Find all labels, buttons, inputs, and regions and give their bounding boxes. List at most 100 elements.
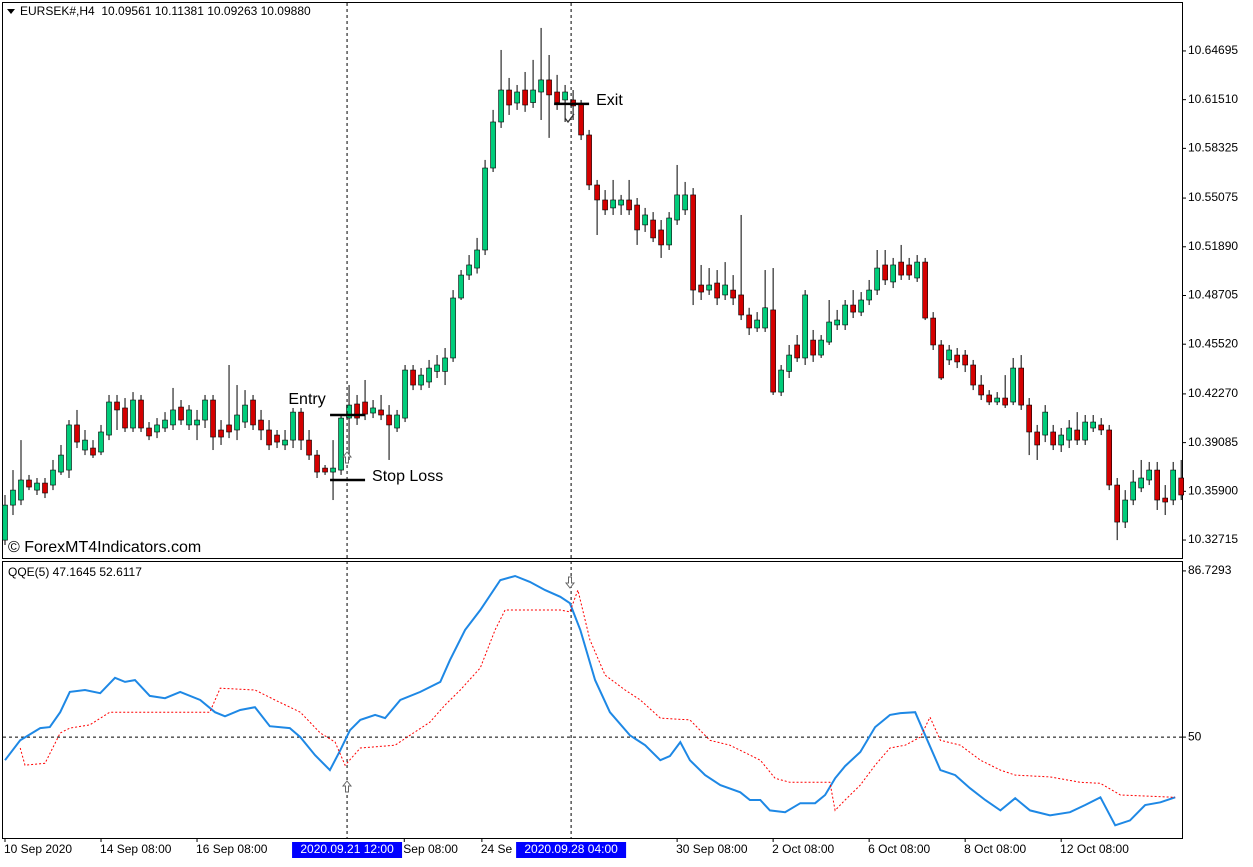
price-panel-frame — [2, 2, 1183, 559]
candle-body — [234, 414, 240, 431]
candle-body — [98, 431, 104, 453]
qqe-buy-arrow — [341, 780, 353, 793]
candle-body — [730, 289, 736, 299]
candle-body — [10, 489, 16, 506]
candle-body — [890, 264, 896, 283]
candle-body — [842, 304, 848, 326]
candle-body — [466, 264, 472, 276]
candle-body — [658, 229, 664, 246]
candle-body — [170, 409, 176, 426]
candle-body — [130, 399, 136, 429]
candle-body — [634, 204, 640, 231]
candle-body — [498, 89, 504, 123]
y-tick-label: 10.32715 — [1188, 532, 1238, 546]
y-tick-label: 10.39085 — [1188, 435, 1238, 449]
candle-body — [434, 364, 440, 372]
candle-body — [554, 91, 560, 103]
candle-body — [754, 319, 760, 329]
candle-body — [946, 349, 952, 361]
candle-body — [1074, 429, 1080, 441]
candle-body — [546, 79, 552, 96]
x-tick-label: 30 Sep 08:00 — [676, 842, 748, 856]
candle-body — [410, 369, 416, 386]
candle-body — [490, 121, 496, 169]
candle-body — [874, 267, 880, 291]
candle-body — [626, 199, 632, 211]
candle-body — [618, 199, 624, 206]
x-tick-label: 6 Oct 08:00 — [868, 842, 930, 856]
candle-body — [218, 429, 224, 438]
candle-body — [458, 274, 464, 299]
buy-arrow — [341, 451, 353, 464]
candle-body — [114, 401, 120, 411]
candle-body — [1082, 421, 1088, 441]
candle-body — [306, 439, 312, 456]
candle-body — [330, 467, 336, 473]
candle-body — [1106, 429, 1112, 486]
candle-body — [938, 344, 944, 379]
candle-body — [514, 91, 520, 104]
candle-body — [562, 91, 568, 101]
x-tick-label: 8 Oct 08:00 — [964, 842, 1026, 856]
signal-label: Exit — [596, 92, 623, 109]
candle-body — [370, 407, 376, 414]
candle-body — [402, 369, 408, 419]
candle-body — [266, 429, 272, 446]
candle-body — [1018, 367, 1024, 406]
candle-body — [178, 406, 184, 421]
candle-body — [138, 399, 144, 429]
candle-body — [530, 89, 536, 103]
candle-body — [1114, 484, 1120, 523]
candle-body — [226, 424, 232, 433]
candle-body — [970, 364, 976, 386]
candle-body — [290, 411, 296, 441]
candle-body — [58, 454, 64, 473]
y-tick-label: 10.45520 — [1188, 336, 1238, 350]
candle-body — [722, 284, 728, 296]
candle-body — [450, 297, 456, 359]
candle-body — [866, 289, 872, 301]
candle-body — [714, 282, 720, 299]
y-tick-label: 10.48705 — [1188, 288, 1238, 302]
y-tick-label: 10.61510 — [1188, 92, 1238, 106]
candle-body — [2, 504, 8, 541]
candle-body — [250, 399, 256, 426]
candle-body — [314, 454, 320, 473]
candle-body — [274, 434, 280, 443]
candle-body — [610, 199, 616, 209]
candle-body — [354, 403, 360, 419]
candle-body — [1130, 481, 1136, 501]
candle-body — [34, 482, 40, 491]
candle-body — [674, 194, 680, 221]
candle-body — [90, 447, 96, 456]
plot: 10.64695 10.61510 10.58325 10.55075 10.51890… — [2, 3, 1238, 858]
y-tick-label: 10.35900 — [1188, 483, 1238, 497]
candle-body — [642, 214, 648, 226]
candle-body — [154, 424, 160, 433]
candle-body — [882, 264, 888, 281]
candle-body — [858, 299, 864, 313]
qqe-line — [4, 574, 1176, 827]
x-tick-label: 14 Sep 08:00 — [100, 842, 172, 856]
candle-body — [394, 414, 400, 429]
candle-body — [282, 439, 288, 446]
candle-body — [362, 401, 368, 415]
candle-body — [26, 479, 32, 488]
candle-body — [962, 354, 968, 366]
candle-body — [146, 427, 152, 437]
qqe-line — [19, 588, 1176, 812]
candle-body — [1010, 367, 1016, 403]
candle-body — [242, 404, 248, 423]
candle-body — [1154, 469, 1160, 501]
x-tick-label: Sep 08:00 — [403, 842, 458, 856]
candle-body — [986, 394, 992, 403]
candle-body — [82, 439, 88, 451]
candle-body — [666, 217, 672, 246]
candle-body — [386, 414, 392, 426]
candle-body — [1026, 404, 1032, 433]
watermark: © ForexMT4Indicators.com — [8, 539, 201, 556]
candle-body — [74, 424, 80, 443]
time-highlight — [292, 842, 403, 858]
candle-body — [1090, 421, 1096, 429]
